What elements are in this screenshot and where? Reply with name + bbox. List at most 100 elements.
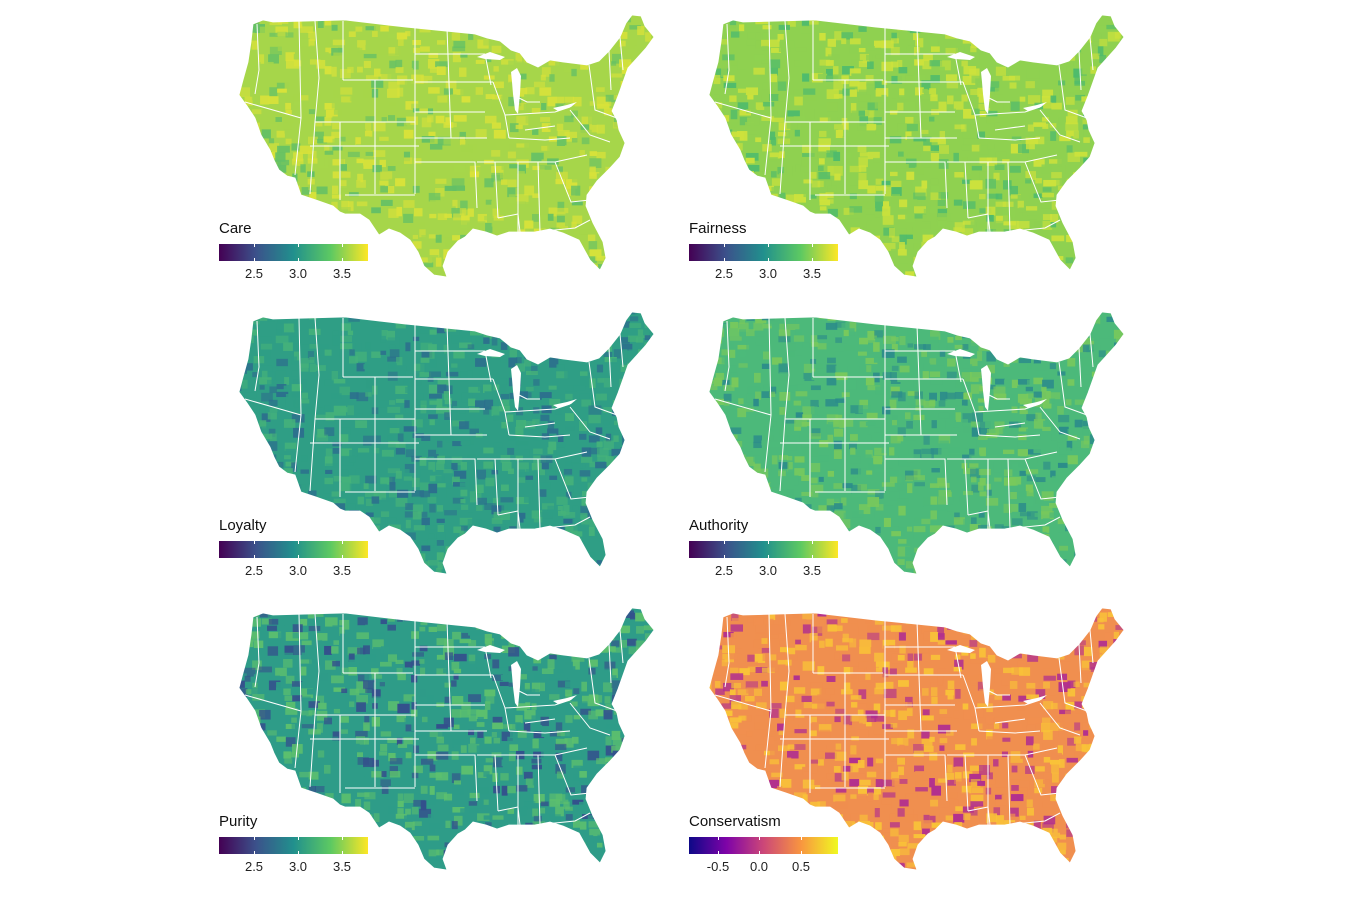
county-cell xyxy=(476,667,482,677)
county-cell xyxy=(509,554,519,560)
county-cell xyxy=(875,178,884,185)
county-cell xyxy=(451,680,457,687)
county-cell xyxy=(971,427,981,437)
county-cell xyxy=(1106,236,1114,241)
county-cell xyxy=(883,538,889,545)
county-cell xyxy=(285,448,296,458)
county-cell xyxy=(1059,454,1069,460)
county-cell xyxy=(866,560,876,571)
county-cell xyxy=(762,323,772,329)
county-cell xyxy=(239,19,248,30)
county-cell xyxy=(1018,322,1025,333)
county-cell xyxy=(835,144,843,153)
county-cell xyxy=(459,342,472,348)
county-cell xyxy=(421,351,433,358)
county-cell xyxy=(516,116,529,126)
county-cell xyxy=(549,654,557,660)
county-cell xyxy=(1105,271,1112,277)
county-cell xyxy=(453,470,467,479)
county-cell xyxy=(555,66,562,75)
county-cell xyxy=(1002,180,1012,190)
county-cell xyxy=(611,130,622,138)
state-boundary xyxy=(724,23,730,95)
legend-title: Loyalty xyxy=(219,517,267,534)
county-cell xyxy=(898,456,911,467)
county-cell xyxy=(739,316,746,324)
county-cell xyxy=(555,405,562,415)
state-boundary xyxy=(244,398,302,416)
county-cell xyxy=(835,372,848,381)
county-cell xyxy=(1050,95,1057,104)
county-cell xyxy=(795,504,807,514)
county-cell xyxy=(713,285,724,292)
county-cell xyxy=(969,547,977,555)
county-cell xyxy=(363,722,370,731)
county-cell xyxy=(437,40,448,45)
county-cell xyxy=(397,370,410,375)
county-cell xyxy=(596,448,609,457)
county-cell xyxy=(239,420,249,430)
county-cell xyxy=(922,371,929,380)
county-cell xyxy=(947,539,958,547)
county-cell xyxy=(412,145,424,153)
county-cell xyxy=(605,433,612,443)
county-cell xyxy=(643,512,654,521)
county-cell xyxy=(564,661,573,666)
county-cell xyxy=(339,482,352,492)
county-cell xyxy=(491,150,501,157)
county-cell xyxy=(364,491,378,497)
county-cell xyxy=(331,370,338,381)
county-cell xyxy=(356,179,366,188)
county-cell xyxy=(555,207,569,215)
county-cell xyxy=(332,608,345,611)
county-cell xyxy=(1089,257,1097,266)
county-cell xyxy=(301,666,307,676)
county-cell xyxy=(331,102,343,109)
county-cell xyxy=(810,406,818,415)
county-cell xyxy=(485,242,496,247)
county-cell xyxy=(986,351,996,362)
county-cell xyxy=(1108,575,1116,583)
county-cell xyxy=(427,115,434,123)
county-cell xyxy=(387,53,399,63)
county-cell xyxy=(1098,87,1109,95)
county-cell xyxy=(627,667,634,676)
county-cell xyxy=(793,15,805,17)
county-cell xyxy=(517,729,527,738)
county-cell xyxy=(962,454,972,460)
county-cell xyxy=(621,46,629,56)
county-cell xyxy=(428,626,437,632)
county-cell xyxy=(905,214,916,222)
county-cell xyxy=(435,229,443,237)
county-cell xyxy=(939,131,946,141)
county-cell xyxy=(395,498,408,507)
county-cell xyxy=(355,468,365,478)
county-cell xyxy=(636,398,643,408)
county-cell xyxy=(515,710,525,718)
county-cell xyxy=(573,15,582,23)
county-cell xyxy=(713,94,720,99)
county-cell xyxy=(929,116,935,122)
county-cell xyxy=(713,152,722,159)
county-cell xyxy=(1051,227,1059,233)
county-cell xyxy=(636,138,648,148)
county-cell xyxy=(317,18,324,28)
county-cell xyxy=(252,61,261,67)
county-cell xyxy=(260,455,268,465)
county-cell xyxy=(1082,344,1094,353)
county-cell xyxy=(627,575,636,583)
county-cell xyxy=(1049,123,1057,128)
county-cell xyxy=(436,581,444,585)
county-cell xyxy=(524,358,534,367)
county-cell xyxy=(1025,484,1033,493)
county-cell xyxy=(746,185,755,194)
county-cell xyxy=(746,393,755,403)
county-cell xyxy=(565,491,572,499)
county-cell xyxy=(915,166,924,175)
county-cell xyxy=(653,681,654,692)
county-cell xyxy=(557,201,565,212)
county-cell xyxy=(1011,208,1023,217)
county-cell xyxy=(317,52,329,59)
county-cell xyxy=(913,469,921,478)
county-cell xyxy=(341,455,354,466)
